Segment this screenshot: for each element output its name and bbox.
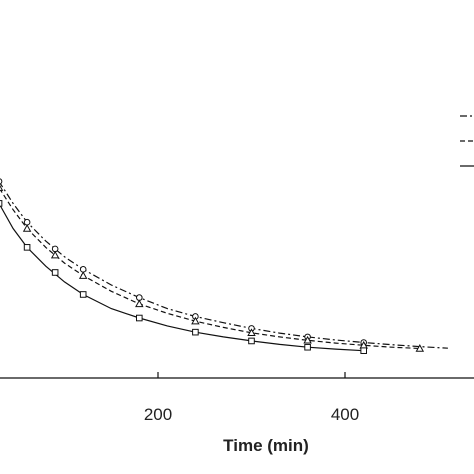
series-3-marker xyxy=(248,337,255,345)
series-3-marker xyxy=(136,314,143,322)
series-3-marker xyxy=(192,328,199,336)
series-2-marker xyxy=(191,316,200,325)
series-3-marker xyxy=(0,200,3,207)
x-axis: 200 400 xyxy=(0,372,474,424)
x-tick-label-400: 400 xyxy=(331,405,359,424)
series-2-marker xyxy=(78,271,88,279)
series-3-marker xyxy=(51,269,59,276)
series-3-line xyxy=(0,203,364,352)
series-2-marker xyxy=(415,344,425,352)
series-3-marker xyxy=(304,343,311,351)
series-3-marker xyxy=(360,347,367,354)
series-2-marker xyxy=(0,184,4,191)
series-1-line xyxy=(0,181,448,349)
plot-area xyxy=(0,178,448,354)
x-axis-title: Time (min) xyxy=(223,436,309,455)
series-2-line xyxy=(0,188,420,350)
series-2-marker xyxy=(135,299,144,308)
series-2-marker xyxy=(247,328,256,337)
series-3-marker xyxy=(79,291,87,298)
series-2-marker xyxy=(50,250,60,259)
series-3-marker xyxy=(23,244,31,251)
legend xyxy=(460,115,474,167)
series-2-marker xyxy=(22,224,32,232)
series-2-marker xyxy=(303,335,312,344)
x-tick-label-200: 200 xyxy=(144,405,172,424)
series-1-marker xyxy=(0,178,3,185)
